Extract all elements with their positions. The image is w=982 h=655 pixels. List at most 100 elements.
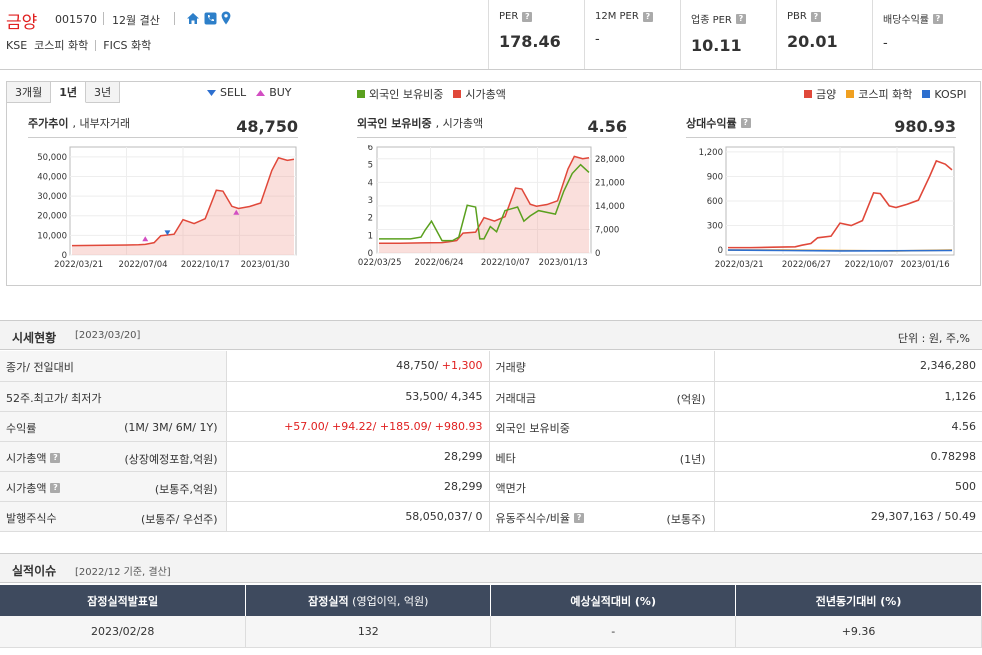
trade-legend: SELL BUY	[207, 86, 292, 99]
section-title: 시세현황	[12, 331, 57, 345]
row-label: 거래량	[489, 351, 715, 382]
metric-label: 배당수익률	[883, 15, 929, 26]
classification-line: KSE 코스피 화학 FICS 화학	[6, 37, 151, 53]
legend-foreign-ratio: 외국인 보유비중	[357, 86, 443, 102]
x-tick-label: 2023/01/16	[901, 260, 950, 270]
table-row: 발행주식수 (보통주/ 우선주) 58,050,037/ 0 유동주식수/비율? (보통…	[0, 501, 982, 532]
sell-marker-icon	[207, 89, 216, 96]
x-tick-label: 2022/03/21	[54, 260, 103, 270]
row-value: 28,299	[226, 471, 490, 502]
stock-code: 001570	[55, 13, 97, 26]
row-label: 52주.최고가/ 최저가	[0, 381, 227, 412]
y-tick-label: 600	[707, 197, 723, 207]
buy-marker	[142, 236, 149, 242]
x-tick-label: 2023/01/30	[241, 260, 290, 270]
buy-marker	[233, 209, 240, 215]
y-tick-label: 20,000	[37, 212, 67, 222]
y-tick-label: 21,000	[595, 178, 625, 188]
price-area	[72, 157, 294, 255]
home-icon[interactable]	[186, 12, 200, 25]
row-label: 시가총액? (상장예정포함,억원)	[0, 441, 227, 472]
metric-per: PER? 178.46	[488, 0, 584, 69]
y-tick-label: 30,000	[37, 192, 67, 202]
panel-value: 4.56	[587, 117, 627, 136]
table-header-row: 잠정실적발표일 잠정실적 (영업이익, 억원) 예상실적대비 (%) 전년동기대…	[0, 585, 982, 616]
panel-value: 48,750	[236, 117, 298, 136]
price-panel: 주가추이, 내부자거래 48,750 0 10,000 20,000 30,000 40…	[28, 115, 298, 270]
help-icon[interactable]: ?	[933, 13, 943, 24]
map-pin-icon[interactable]	[221, 11, 231, 25]
relative-legend: 금양 코스피 화학 KOSPI	[804, 86, 967, 102]
market-cap-line	[379, 155, 590, 244]
unit-label: 단위 : 원, 주,%	[897, 332, 970, 345]
row-value: 53,500/ 4,345	[226, 381, 490, 412]
table-row: 52주.최고가/ 최저가 53,500/ 4,345 거래대금 (억원) 1,126	[0, 381, 982, 412]
legend-company: 금양	[804, 86, 836, 102]
metric-label: PER	[499, 11, 519, 22]
y-tick-label: 40,000	[37, 172, 67, 182]
help-icon[interactable]: ?	[574, 512, 585, 523]
y-tick-label: 5	[368, 161, 373, 171]
table-cell: 2023/02/28	[0, 616, 247, 648]
panel-value: 980.93	[894, 117, 956, 136]
x-tick-label: 2022/03/21	[715, 260, 764, 270]
y-tick-label: 6	[368, 145, 373, 153]
stock-name: 금양	[6, 13, 38, 33]
kospi-return-line	[727, 249, 953, 252]
help-icon[interactable]: ?	[50, 452, 61, 463]
help-icon[interactable]: ?	[50, 482, 61, 493]
row-label: 시가총액? (보통주,억원)	[0, 471, 227, 502]
divider	[28, 137, 298, 138]
tab-3-years[interactable]: 3년	[86, 82, 121, 103]
performance-table: 잠정실적발표일 잠정실적 (영업이익, 억원) 예상실적대비 (%) 전년동기대…	[0, 585, 982, 648]
table-cell: -	[490, 616, 737, 648]
row-value: +57.00/ +94.22/ +185.09/ +980.93	[226, 411, 490, 442]
help-icon[interactable]: ?	[522, 11, 533, 22]
metric-value: -	[883, 36, 888, 51]
metric-label: PBR	[787, 11, 807, 22]
table-row: 수익률 (1M/ 3M/ 6M/ 1Y) +57.00/ +94.22/ +185.…	[0, 411, 982, 442]
y-tick-label: 2	[368, 214, 373, 224]
table-row: 시가총액? (상장예정포함,억원) 28,299 베타 (1년) 0.78298	[0, 441, 982, 472]
y-tick-label: 300	[707, 222, 723, 232]
tab-1-year[interactable]: 1년	[51, 82, 87, 103]
phone-icon[interactable]	[204, 12, 217, 25]
y-tick-label: 0	[368, 249, 373, 259]
metric-pbr: PBR? 20.01	[776, 0, 872, 69]
company-return-line	[728, 159, 953, 249]
y-tick-label: 0	[718, 246, 723, 256]
help-icon[interactable]: ?	[642, 11, 653, 22]
legend-swatch	[922, 90, 931, 98]
y-tick-label: 14,000	[595, 202, 625, 212]
row-label: 수익률 (1M/ 3M/ 6M/ 1Y)	[0, 411, 227, 442]
x-tick-label: 2022/10/07	[481, 258, 530, 268]
row-label: 베타 (1년)	[489, 441, 715, 472]
row-value: 29,307,163 / 50.49	[714, 501, 982, 532]
y-tick-label: 1,200	[699, 148, 723, 158]
metric-value: 10.11	[691, 36, 742, 55]
metric-dividend-yield: 배당수익률? -	[872, 0, 982, 69]
metric-12m-per: 12M PER? -	[584, 0, 680, 69]
price-line	[71, 156, 295, 247]
x-tick-label: 2022/10/17	[181, 260, 230, 270]
foreign-panel: 외국인 보유비중, 시가총액 4.56 0 1 2 3 4 5 6 0 7,000 14,000 2…	[357, 115, 627, 268]
tab-3-months[interactable]: 3개월	[7, 82, 52, 103]
y-tick-label: 10,000	[37, 231, 67, 241]
chart-box: 3개월 1년 3년 SELL BUY 외국인 보유비중 시가총액 금양 코스피 …	[6, 81, 981, 286]
help-icon[interactable]: ?	[740, 118, 751, 128]
row-value: 1,126	[714, 381, 982, 412]
row-label: 유동주식수/비율? (보통주)	[489, 501, 715, 532]
help-icon[interactable]: ?	[735, 13, 746, 24]
settlement-month: 12월 결산	[112, 14, 160, 27]
foreign-legend: 외국인 보유비중 시가총액	[357, 86, 506, 102]
legend-swatch	[453, 90, 462, 98]
section-date: [2023/03/20]	[75, 330, 141, 341]
help-icon[interactable]: ?	[810, 11, 821, 22]
panel-subtitle: , 시가총액	[435, 117, 484, 130]
panel-title: 외국인 보유비중	[357, 117, 432, 130]
x-tick-label: 2022/06/24	[415, 258, 464, 268]
legend-sell: SELL	[207, 86, 246, 99]
row-value: 0.78298	[714, 441, 982, 472]
divider	[174, 12, 175, 25]
table-row: 시가총액? (보통주,억원) 28,299 액면가 500	[0, 471, 982, 502]
